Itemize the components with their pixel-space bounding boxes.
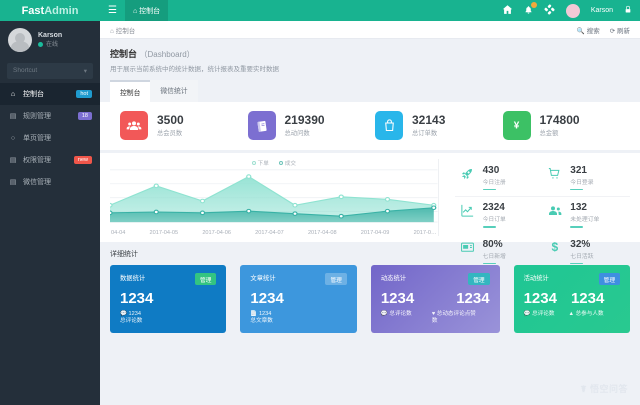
svg-text:¥: ¥ <box>514 121 520 132</box>
